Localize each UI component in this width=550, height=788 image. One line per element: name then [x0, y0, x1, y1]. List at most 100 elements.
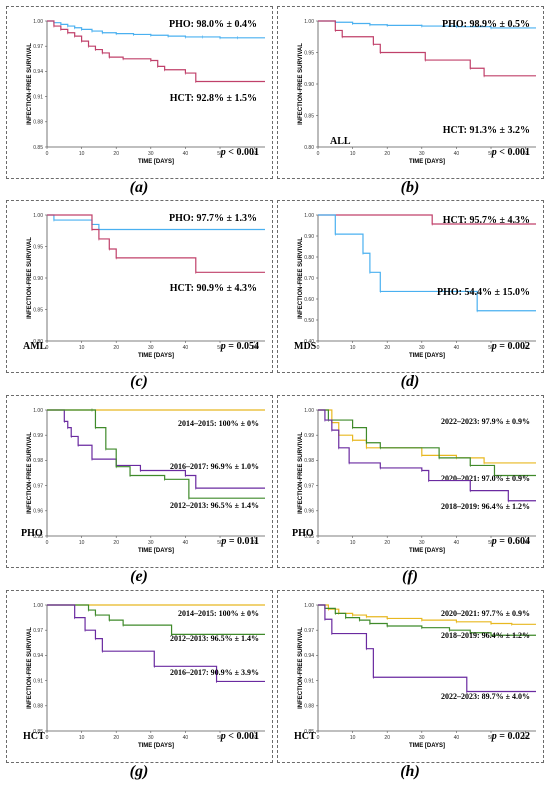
p-value: p = 0.604: [491, 536, 530, 547]
p-symbol: p: [220, 147, 226, 158]
x-tick-label: 0: [317, 345, 320, 351]
y-tick-label: 0.95: [33, 244, 43, 250]
x-tick-label: 40: [454, 345, 460, 351]
y-tick-label: 0.85: [304, 729, 314, 735]
x-tick-label: 20: [384, 151, 390, 157]
x-tick-label: 10: [79, 345, 85, 351]
p-symbol: p: [220, 536, 226, 547]
y-tick-label: 0.80: [33, 339, 43, 345]
x-tick-label: 30: [148, 345, 154, 351]
series-line-2: [318, 604, 536, 693]
p-value: p = 0.011: [220, 536, 259, 547]
y-tick-label: 1.00: [304, 408, 314, 414]
x-tick-label: 40: [183, 540, 189, 546]
y-tick-label: 0.88: [304, 704, 314, 710]
series-line-1: [47, 20, 265, 83]
y-tick-label: 1.00: [33, 213, 43, 219]
y-tick-label: 0.40: [304, 339, 314, 345]
x-tick-label: 40: [183, 345, 189, 351]
x-tick-label: 10: [350, 151, 356, 157]
x-tick-label: 40: [454, 540, 460, 546]
p-symbol: p: [220, 341, 226, 352]
annotation-0: PHO: 98.0% ± 0.4%: [169, 19, 257, 30]
series-line-0: [318, 214, 536, 225]
y-tick-label: 0.70: [304, 276, 314, 282]
x-tick-label: 20: [113, 735, 119, 741]
y-tick-label: 0.95: [304, 50, 314, 56]
annotation-0: PHO: 98.9% ± 0.5%: [442, 19, 530, 30]
x-tick-label: 60: [523, 151, 529, 157]
y-tick-label: 0.85: [33, 145, 43, 151]
y-axis-label: INFECTION-FREE SURVIVAL: [27, 432, 33, 514]
x-tick-label: 40: [183, 735, 189, 741]
y-tick-label: 0.80: [304, 145, 314, 151]
x-tick-label: 40: [454, 151, 460, 157]
p-value-text: = 0.054: [226, 341, 259, 352]
y-tick-label: 0.94: [33, 69, 43, 75]
series-line-1: [318, 20, 536, 77]
x-tick-label: 10: [350, 735, 356, 741]
x-axis-label: TIME [DAYS]: [138, 159, 174, 165]
y-axis-label: INFECTION-FREE SURVIVAL: [27, 237, 33, 319]
x-tick-label: 20: [384, 540, 390, 546]
x-axis-label: TIME [DAYS]: [138, 548, 174, 554]
x-tick-label: 10: [350, 540, 356, 546]
p-symbol: p: [491, 341, 497, 352]
annotation-0: 2014–2015: 100% ± 0%: [178, 419, 259, 428]
y-tick-label: 0.90: [33, 276, 43, 282]
x-tick-label: 20: [113, 540, 119, 546]
p-value-text: = 0.011: [226, 536, 259, 547]
y-tick-label: 0.50: [304, 318, 314, 324]
p-value: p < 0.001: [491, 147, 530, 158]
km-chart-e: 0.95 0.96 0.97 0.98 0.99 1.00 0 10 20 30 40 50 60 INF…: [21, 408, 265, 554]
x-tick-label: 30: [148, 151, 154, 157]
series-line-2: [318, 409, 536, 502]
km-chart-g: 0.85 0.88 0.91 0.94 0.97 1.00 0 10 20 30 40 50 60 INF…: [23, 603, 265, 749]
annotation-1: PHO: 54.4% ± 15.0%: [437, 287, 530, 298]
y-tick-label: 1.00: [304, 603, 314, 609]
p-value: p = 0.054: [220, 341, 259, 352]
p-symbol: p: [491, 147, 497, 158]
panel-d: 0.40 0.50 0.60 0.70 0.80 0.90 1.00 0 10 20 30 40 50 6…: [277, 200, 544, 373]
caption-c: (c): [130, 373, 148, 390]
x-tick-label: 0: [317, 735, 320, 741]
annotation-1: 2018–2019: 96.4% ± 1.2%: [441, 631, 530, 640]
y-axis-label: INFECTION-FREE SURVIVAL: [27, 627, 33, 709]
group-label: MDS: [294, 341, 317, 352]
group-label: PHO: [292, 528, 314, 539]
caption-e: (e): [130, 568, 148, 585]
y-tick-label: 0.85: [304, 113, 314, 119]
annotation-2: 2012–2013: 96.5% ± 1.4%: [170, 501, 259, 510]
x-axis-label: TIME [DAYS]: [138, 743, 174, 749]
y-tick-label: 0.90: [304, 82, 314, 88]
p-symbol: p: [491, 731, 497, 742]
y-tick-label: 0.97: [33, 483, 43, 489]
y-tick-label: 0.90: [304, 234, 314, 240]
x-tick-label: 30: [148, 735, 154, 741]
x-tick-label: 60: [252, 345, 258, 351]
x-tick-label: 60: [523, 345, 529, 351]
y-tick-label: 0.97: [304, 628, 314, 634]
km-chart-d: 0.40 0.50 0.60 0.70 0.80 0.90 1.00 0 10 20 30 40 50 6…: [294, 213, 536, 359]
caption-d: (d): [400, 373, 420, 390]
annotation-2: 2018–2019: 96.4% ± 1.2%: [441, 502, 530, 511]
y-tick-label: 0.88: [33, 120, 43, 126]
annotation-2: 2022–2023: 89.7% ± 4.0%: [441, 692, 530, 701]
x-tick-label: 30: [419, 735, 425, 741]
x-tick-label: 10: [350, 345, 356, 351]
p-value-text: < 0.001: [226, 731, 259, 742]
y-tick-label: 0.60: [304, 297, 314, 303]
y-axis-label: INFECTION-FREE SURVIVAL: [298, 432, 304, 514]
x-tick-label: 0: [317, 151, 320, 157]
x-tick-label: 0: [46, 345, 49, 351]
caption-f: (f): [402, 568, 418, 585]
y-tick-label: 0.97: [304, 483, 314, 489]
p-value-text: = 0.002: [497, 341, 530, 352]
x-tick-label: 60: [252, 540, 258, 546]
km-chart-c: 0.80 0.85 0.90 0.95 1.00 0 10 20 30 40 50 60 INFECTI…: [23, 213, 265, 359]
x-tick-label: 50: [217, 151, 223, 157]
p-value-text: = 0.604: [497, 536, 530, 547]
x-tick-label: 50: [488, 735, 494, 741]
x-tick-label: 0: [46, 540, 49, 546]
x-tick-label: 10: [79, 735, 85, 741]
